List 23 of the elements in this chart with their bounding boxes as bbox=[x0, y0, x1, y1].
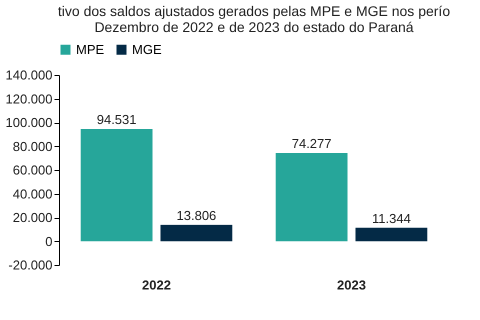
bar bbox=[160, 224, 232, 242]
y-tick-label: 20.000 bbox=[12, 210, 52, 225]
y-tick-label: 60.000 bbox=[12, 162, 52, 178]
x-tick-label: 2022 bbox=[142, 278, 171, 292]
text: tivo dos saldos ajustados gerados pelas MPE e MGE nos perío bbox=[58, 3, 450, 19]
y-tick-label: 40.000 bbox=[12, 186, 52, 202]
x-tick-label: 2023 bbox=[337, 278, 366, 292]
y-tick-label: 80.000 bbox=[12, 138, 52, 154]
data-label: 13.806 bbox=[176, 208, 216, 223]
text: Dezembro de 2022 e de 2023 do estado do Paraná bbox=[94, 19, 414, 35]
y-tick-label: -20.000 bbox=[8, 258, 52, 272]
data-label: 94.531 bbox=[96, 112, 136, 127]
data-label: 74.277 bbox=[292, 136, 332, 152]
bar bbox=[276, 153, 348, 242]
y-tick-label: 120.000 bbox=[6, 91, 52, 106]
legend-label: MGE bbox=[132, 42, 162, 57]
y-tick-label: 0 bbox=[45, 234, 52, 249]
data-label: 11.344 bbox=[372, 210, 411, 226]
bar bbox=[80, 128, 153, 242]
y-tick-label: 100.000 bbox=[6, 115, 52, 130]
legend-label: MPE bbox=[76, 42, 104, 57]
y-tick-label: 140.000 bbox=[6, 68, 52, 82]
bar bbox=[355, 228, 428, 242]
